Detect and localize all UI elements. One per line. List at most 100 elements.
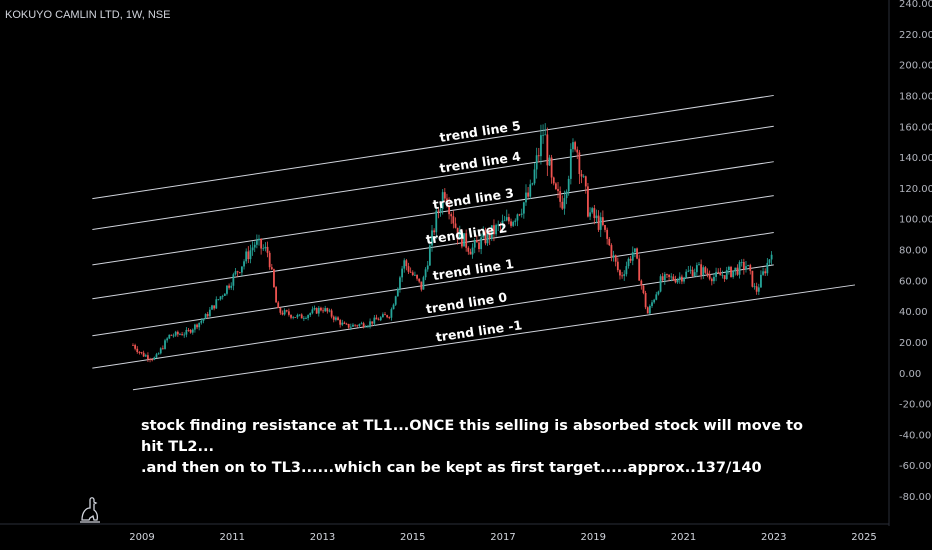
candle-body xyxy=(251,247,254,251)
candle-body xyxy=(736,267,739,275)
candle-body xyxy=(317,307,320,314)
candle-body xyxy=(407,266,410,272)
candle-body xyxy=(576,149,579,153)
candle-body xyxy=(452,216,455,224)
candle-body xyxy=(185,329,188,335)
candle-body xyxy=(211,305,213,310)
candle-body xyxy=(375,317,378,320)
candle-body xyxy=(554,183,557,190)
candle-body xyxy=(512,221,515,226)
candle-body xyxy=(179,334,181,336)
candle-body xyxy=(369,321,371,326)
candle-body xyxy=(426,265,429,270)
candle-body xyxy=(238,272,241,274)
candle-body xyxy=(241,266,243,273)
candle-body xyxy=(768,259,771,263)
candle-body xyxy=(717,271,720,273)
candle-body xyxy=(217,299,220,301)
candle-body xyxy=(337,317,339,321)
candle-body xyxy=(373,317,376,324)
candle-body xyxy=(324,308,327,312)
candle-body xyxy=(414,274,416,276)
candle-body xyxy=(764,271,767,274)
candle-body xyxy=(300,314,303,319)
candle-body xyxy=(676,279,679,283)
candle-body xyxy=(305,318,307,319)
price-tick-label: 220.00 xyxy=(899,30,932,41)
trend-line[interactable] xyxy=(92,195,774,300)
candle-body xyxy=(249,250,252,260)
candle-body xyxy=(490,225,493,239)
trend-line[interactable] xyxy=(92,125,774,230)
candle-body xyxy=(354,324,357,326)
candle-body xyxy=(219,296,222,300)
candle-body xyxy=(170,334,173,336)
candle-body xyxy=(706,272,709,275)
candle-body xyxy=(648,305,651,314)
candle-body xyxy=(358,324,361,327)
candle-body xyxy=(687,270,690,272)
candle-body xyxy=(734,267,737,271)
tradingview-logo-icon[interactable] xyxy=(78,494,102,524)
candle-body xyxy=(595,215,598,219)
candle-body xyxy=(522,202,525,214)
candle-body xyxy=(518,214,521,216)
candle-body xyxy=(268,252,271,268)
candle-body xyxy=(230,285,233,288)
time-tick-label: 2021 xyxy=(671,532,696,543)
candle-body xyxy=(531,183,534,185)
candle-body xyxy=(450,214,453,217)
candle-body xyxy=(475,239,478,243)
candle-body xyxy=(557,189,559,192)
candle-body xyxy=(418,278,421,282)
candle-body xyxy=(328,310,331,312)
candle-body xyxy=(405,260,408,267)
candle-body xyxy=(441,192,444,209)
candle-body xyxy=(134,345,137,349)
candle-body xyxy=(176,331,179,335)
time-axis: 2009 2011 2013 2015 2017 2019 2021 2023 2025 xyxy=(0,523,889,543)
candle-body xyxy=(309,313,312,316)
candle-body xyxy=(411,272,414,276)
candle-body xyxy=(546,134,549,166)
candle-body xyxy=(277,302,280,308)
candle-body xyxy=(550,157,553,178)
candle-body xyxy=(572,142,574,150)
candle-body xyxy=(631,252,634,261)
candle-body xyxy=(467,247,470,252)
candle-body xyxy=(298,314,301,316)
price-tick-label: 100.00 xyxy=(899,215,932,226)
candle-body xyxy=(544,134,547,136)
candle-body xyxy=(183,334,186,336)
chart-title: KOKUYO CAMLIN LTD, 1W, NSE xyxy=(5,9,171,21)
candle-body xyxy=(745,266,747,270)
candle-body xyxy=(187,329,190,331)
trend-line[interactable] xyxy=(92,232,774,337)
candle-body xyxy=(345,323,348,325)
trend-line[interactable] xyxy=(92,94,774,200)
candle-body xyxy=(142,352,145,357)
candle-body xyxy=(360,323,363,325)
candle-body xyxy=(629,258,632,261)
candle-body xyxy=(625,266,628,275)
candle-body xyxy=(689,269,692,271)
candle-body xyxy=(396,288,399,297)
candle-body xyxy=(723,275,726,280)
trend-line[interactable] xyxy=(132,284,856,391)
candle-body xyxy=(461,230,463,247)
candle-body xyxy=(587,186,589,217)
candle-body xyxy=(313,308,316,310)
candle-body xyxy=(334,317,337,320)
candle-body xyxy=(200,320,203,323)
candle-body xyxy=(644,292,647,308)
candle-body xyxy=(155,354,158,358)
candle-body xyxy=(574,142,577,150)
trend-line[interactable] xyxy=(92,161,774,266)
candle-body xyxy=(480,237,483,250)
candle-body xyxy=(527,192,530,197)
trend-line-label: trend line 0 xyxy=(425,289,508,316)
candle-body xyxy=(495,225,497,235)
trend-line-label: trend line 5 xyxy=(439,118,522,145)
candle-body xyxy=(399,277,401,289)
